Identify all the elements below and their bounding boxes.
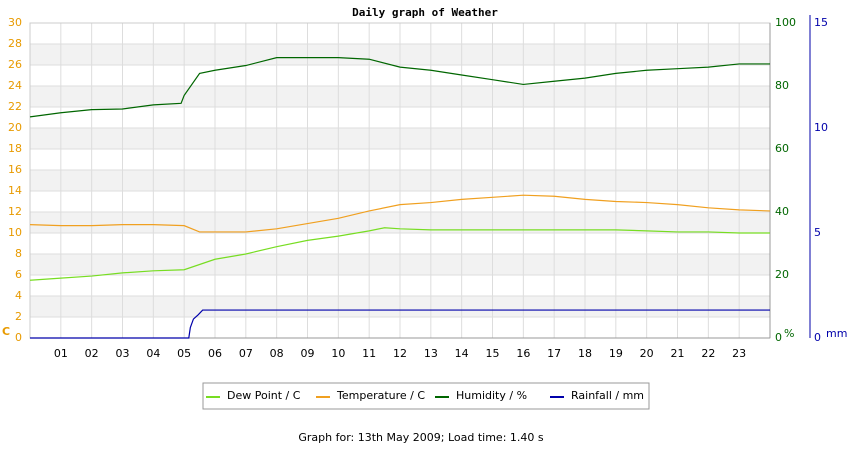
y3-tick-label: 0: [814, 331, 821, 344]
x-tick-label: 15: [486, 347, 500, 360]
y2-tick-label: 0: [775, 331, 782, 344]
y-tick-label: 10: [8, 226, 22, 239]
x-tick-label: 13: [424, 347, 438, 360]
y3-tick-label: 15: [814, 16, 828, 29]
y2-tick-label: 100: [775, 16, 796, 29]
y3-tick-label: 10: [814, 121, 828, 134]
x-tick-label: 22: [701, 347, 715, 360]
y-tick-label: 20: [8, 121, 22, 134]
x-tick-label: 23: [732, 347, 746, 360]
y2-tick-label: 60: [775, 142, 789, 155]
x-tick-label: 18: [578, 347, 592, 360]
y-unit: C: [2, 325, 10, 338]
x-tick-label: 05: [177, 347, 191, 360]
y-tick-label: 2: [15, 310, 22, 323]
x-tick-label: 21: [671, 347, 685, 360]
legend-label: Temperature / C: [336, 389, 425, 402]
x-tick-label: 14: [455, 347, 469, 360]
y-tick-label: 22: [8, 100, 22, 113]
series-line: [29, 57, 770, 118]
legend-label: Rainfall / mm: [571, 389, 644, 402]
series-line: [29, 227, 770, 281]
y3-unit: mm: [826, 327, 847, 340]
y-tick-label: 16: [8, 163, 22, 176]
x-tick-label: 02: [85, 347, 99, 360]
x-tick-label: 16: [516, 347, 530, 360]
footer: Graph for: 13th May 2009; Load time: 1.4…: [298, 431, 544, 444]
series-line: [29, 194, 771, 233]
y-tick-label: 0: [15, 331, 22, 344]
x-tick-label: 03: [116, 347, 130, 360]
y-tick-label: 24: [8, 79, 22, 92]
y-tick-label: 4: [15, 289, 22, 302]
y-tick-label: 28: [8, 37, 22, 50]
y-tick-label: 26: [8, 58, 22, 71]
x-tick-label: 06: [208, 347, 222, 360]
y2-tick-label: 80: [775, 79, 789, 92]
y-tick-label: 12: [8, 205, 22, 218]
x-tick-label: 10: [331, 347, 345, 360]
y2-unit: %: [784, 327, 794, 340]
y-tick-label: 18: [8, 142, 22, 155]
x-tick-label: 12: [393, 347, 407, 360]
legend-box: [202, 382, 650, 410]
series-line: [30, 309, 770, 339]
y-tick-label: 6: [15, 268, 22, 281]
x-tick-label: 11: [362, 347, 376, 360]
legend-label: Humidity / %: [456, 389, 527, 402]
y-tick-label: 14: [8, 184, 22, 197]
y3-tick-label: 5: [814, 226, 821, 239]
y2-tick-label: 20: [775, 268, 789, 281]
y-tick-label: 8: [15, 247, 22, 260]
x-tick-label: 08: [270, 347, 284, 360]
x-tick-label: 19: [609, 347, 623, 360]
x-tick-label: 17: [547, 347, 561, 360]
y-tick-label: 30: [8, 16, 22, 29]
legend-label: Dew Point / C: [227, 389, 301, 402]
x-tick-label: 04: [146, 347, 160, 360]
y2-tick-label: 40: [775, 205, 789, 218]
x-tick-label: 09: [301, 347, 315, 360]
chart-title: Daily graph of Weather: [352, 6, 498, 19]
x-tick-label: 01: [54, 347, 68, 360]
x-tick-label: 07: [239, 347, 253, 360]
x-tick-label: 20: [640, 347, 654, 360]
